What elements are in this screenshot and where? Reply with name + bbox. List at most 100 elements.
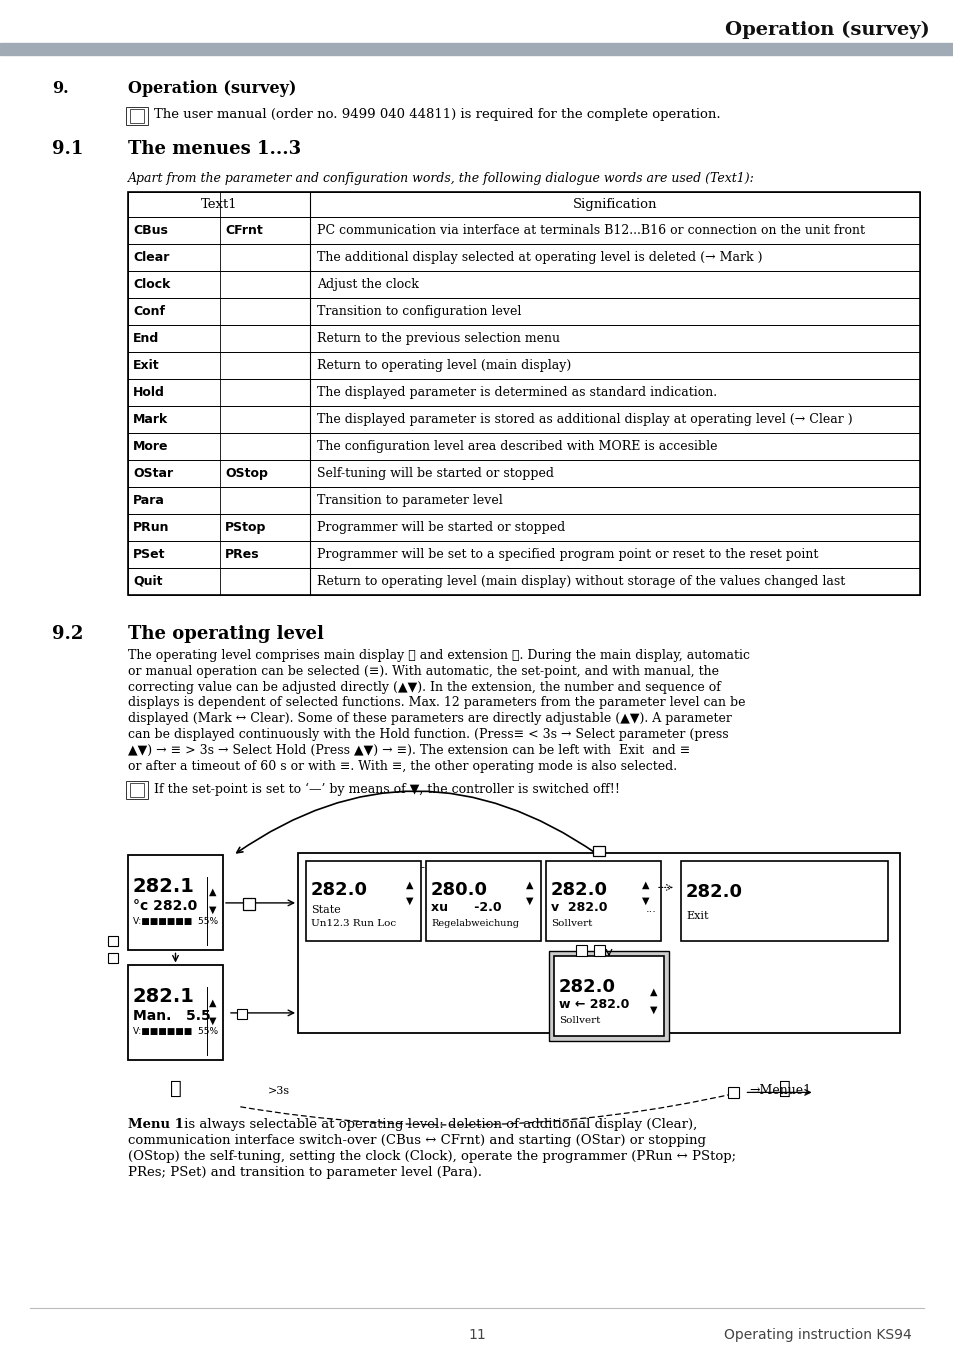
Text: 280.0: 280.0: [431, 881, 488, 900]
Text: Programmer will be started or stopped: Programmer will be started or stopped: [316, 521, 565, 534]
Bar: [130, 109, 144, 123]
Text: Menu 1: Menu 1: [128, 1119, 184, 1131]
Bar: [128, 966, 223, 1061]
Bar: [128, 434, 919, 459]
Bar: [297, 854, 899, 1034]
Bar: [545, 862, 660, 942]
Bar: [130, 784, 144, 797]
Text: Operating instruction KS94: Operating instruction KS94: [723, 1328, 911, 1342]
Text: correcting value can be adjusted directly (▲▼). In the extension, the number and: correcting value can be adjusted directl…: [128, 681, 720, 693]
Text: 9.: 9.: [52, 80, 69, 97]
Text: ▼: ▼: [641, 896, 649, 905]
Text: Programmer will be set to a specified program point or reset to the reset point: Programmer will be set to a specified pr…: [316, 549, 818, 561]
Text: Exit: Exit: [685, 912, 708, 921]
Text: CFrnt: CFrnt: [225, 224, 262, 236]
Text: ▲: ▲: [406, 880, 413, 889]
Text: OStar: OStar: [132, 467, 172, 480]
Bar: [594, 946, 604, 957]
Text: Regelabweichung: Regelabweichung: [431, 920, 518, 928]
Bar: [306, 862, 420, 942]
Text: Operation (survey): Operation (survey): [128, 80, 296, 97]
Text: Return to operating level (main display): Return to operating level (main display): [316, 359, 571, 372]
Text: PSet: PSet: [132, 549, 165, 561]
Text: or after a timeout of 60 s or with ≡. With ≡, the other operating mode is also s: or after a timeout of 60 s or with ≡. Wi…: [128, 759, 677, 773]
Bar: [548, 951, 668, 1042]
Text: Self-tuning will be started or stopped: Self-tuning will be started or stopped: [316, 467, 554, 480]
Bar: [128, 353, 919, 380]
Text: Sollvert: Sollvert: [551, 920, 592, 928]
Text: The displayed parameter is determined as standard indication.: The displayed parameter is determined as…: [316, 386, 717, 399]
Text: The displayed parameter is stored as additional display at operating level (→ Cl: The displayed parameter is stored as add…: [316, 413, 852, 426]
FancyArrow shape: [376, 905, 395, 911]
Text: ▲: ▲: [209, 888, 216, 897]
Bar: [128, 407, 919, 434]
Bar: [128, 245, 919, 272]
Text: w ← 282.0: w ← 282.0: [558, 998, 629, 1012]
Text: Clock: Clock: [132, 278, 171, 290]
Bar: [128, 299, 919, 326]
Text: More: More: [132, 440, 169, 453]
Text: can be displayed continuously with the Hold function. (Press≡ < 3s → Select para: can be displayed continuously with the H…: [128, 728, 728, 740]
Text: 282.0: 282.0: [551, 881, 607, 900]
Bar: [128, 459, 919, 486]
Text: Transition to parameter level: Transition to parameter level: [316, 494, 502, 507]
Text: Adjust the clock: Adjust the clock: [316, 278, 418, 290]
Bar: [554, 957, 663, 1036]
Text: V:■■■■■■  55%: V:■■■■■■ 55%: [132, 917, 218, 927]
Text: Man.   5.5: Man. 5.5: [132, 1009, 211, 1024]
Bar: [108, 952, 118, 963]
Text: or manual operation can be selected (≡). With automatic, the set-point, and with: or manual operation can be selected (≡).…: [128, 665, 719, 678]
Bar: [680, 862, 887, 942]
Text: ···: ···: [645, 908, 657, 917]
Text: Signification: Signification: [572, 199, 657, 211]
Text: PC communication via interface at terminals B12...B16 or connection on the unit : PC communication via interface at termin…: [316, 224, 864, 236]
Bar: [128, 380, 919, 407]
Text: 282.1: 282.1: [132, 988, 194, 1006]
Text: ▲: ▲: [525, 880, 533, 889]
Text: displayed (Mark ↔ Clear). Some of these parameters are directly adjustable (▲▼).: displayed (Mark ↔ Clear). Some of these …: [128, 712, 731, 725]
Text: 11: 11: [468, 1328, 485, 1342]
Text: ②: ②: [778, 1081, 789, 1098]
Text: PRes; PSet) and transition to parameter level (Para).: PRes; PSet) and transition to parameter …: [128, 1166, 481, 1179]
Bar: [128, 540, 919, 567]
Text: The operating level: The operating level: [128, 626, 323, 643]
FancyArrow shape: [395, 885, 415, 890]
FancyArrow shape: [497, 905, 516, 911]
Text: OStop: OStop: [225, 467, 268, 480]
Text: PStop: PStop: [225, 521, 266, 534]
Text: ▼: ▼: [209, 1016, 216, 1025]
Text: Quit: Quit: [132, 576, 162, 588]
Text: ▲: ▲: [649, 986, 657, 997]
Bar: [128, 192, 919, 218]
Text: ①: ①: [170, 1081, 181, 1098]
Text: ▼: ▼: [525, 896, 533, 905]
Bar: [128, 486, 919, 513]
Text: End: End: [132, 332, 159, 345]
Text: The additional display selected at operating level is deleted (→ Mark ): The additional display selected at opera…: [316, 251, 761, 263]
Text: Return to operating level (main display) without storage of the values changed l: Return to operating level (main display)…: [316, 576, 844, 588]
Text: ▼: ▼: [209, 905, 216, 915]
Text: v  282.0: v 282.0: [551, 901, 607, 915]
Bar: [0, 0, 953, 55]
Text: 282.0: 282.0: [685, 884, 742, 901]
Text: The user manual (order no. 9499 040 44811) is required for the complete operatio: The user manual (order no. 9499 040 4481…: [153, 108, 720, 122]
Text: The operating level comprises main display ① and extension ②. During the main di: The operating level comprises main displ…: [128, 648, 749, 662]
Text: State: State: [311, 905, 340, 916]
Bar: [426, 862, 540, 942]
Text: The menues 1...3: The menues 1...3: [128, 141, 301, 158]
Bar: [243, 898, 254, 911]
Text: is always selectable at operating level: deletion of additional display (Clear),: is always selectable at operating level:…: [180, 1119, 697, 1131]
Text: Sollvert: Sollvert: [558, 1016, 599, 1025]
FancyArrow shape: [516, 885, 535, 890]
Text: Clear: Clear: [132, 251, 170, 263]
Text: 282.0: 282.0: [311, 881, 368, 900]
Text: 282.1: 282.1: [132, 877, 194, 897]
Bar: [128, 513, 919, 540]
Text: CBus: CBus: [132, 224, 168, 236]
Bar: [128, 567, 919, 594]
Text: ▼: ▼: [649, 1004, 657, 1015]
Bar: [128, 218, 919, 245]
Bar: [108, 936, 118, 946]
Text: displays is dependent of selected functions. Max. 12 parameters from the paramet: displays is dependent of selected functi…: [128, 696, 744, 709]
Text: Mark: Mark: [132, 413, 168, 426]
